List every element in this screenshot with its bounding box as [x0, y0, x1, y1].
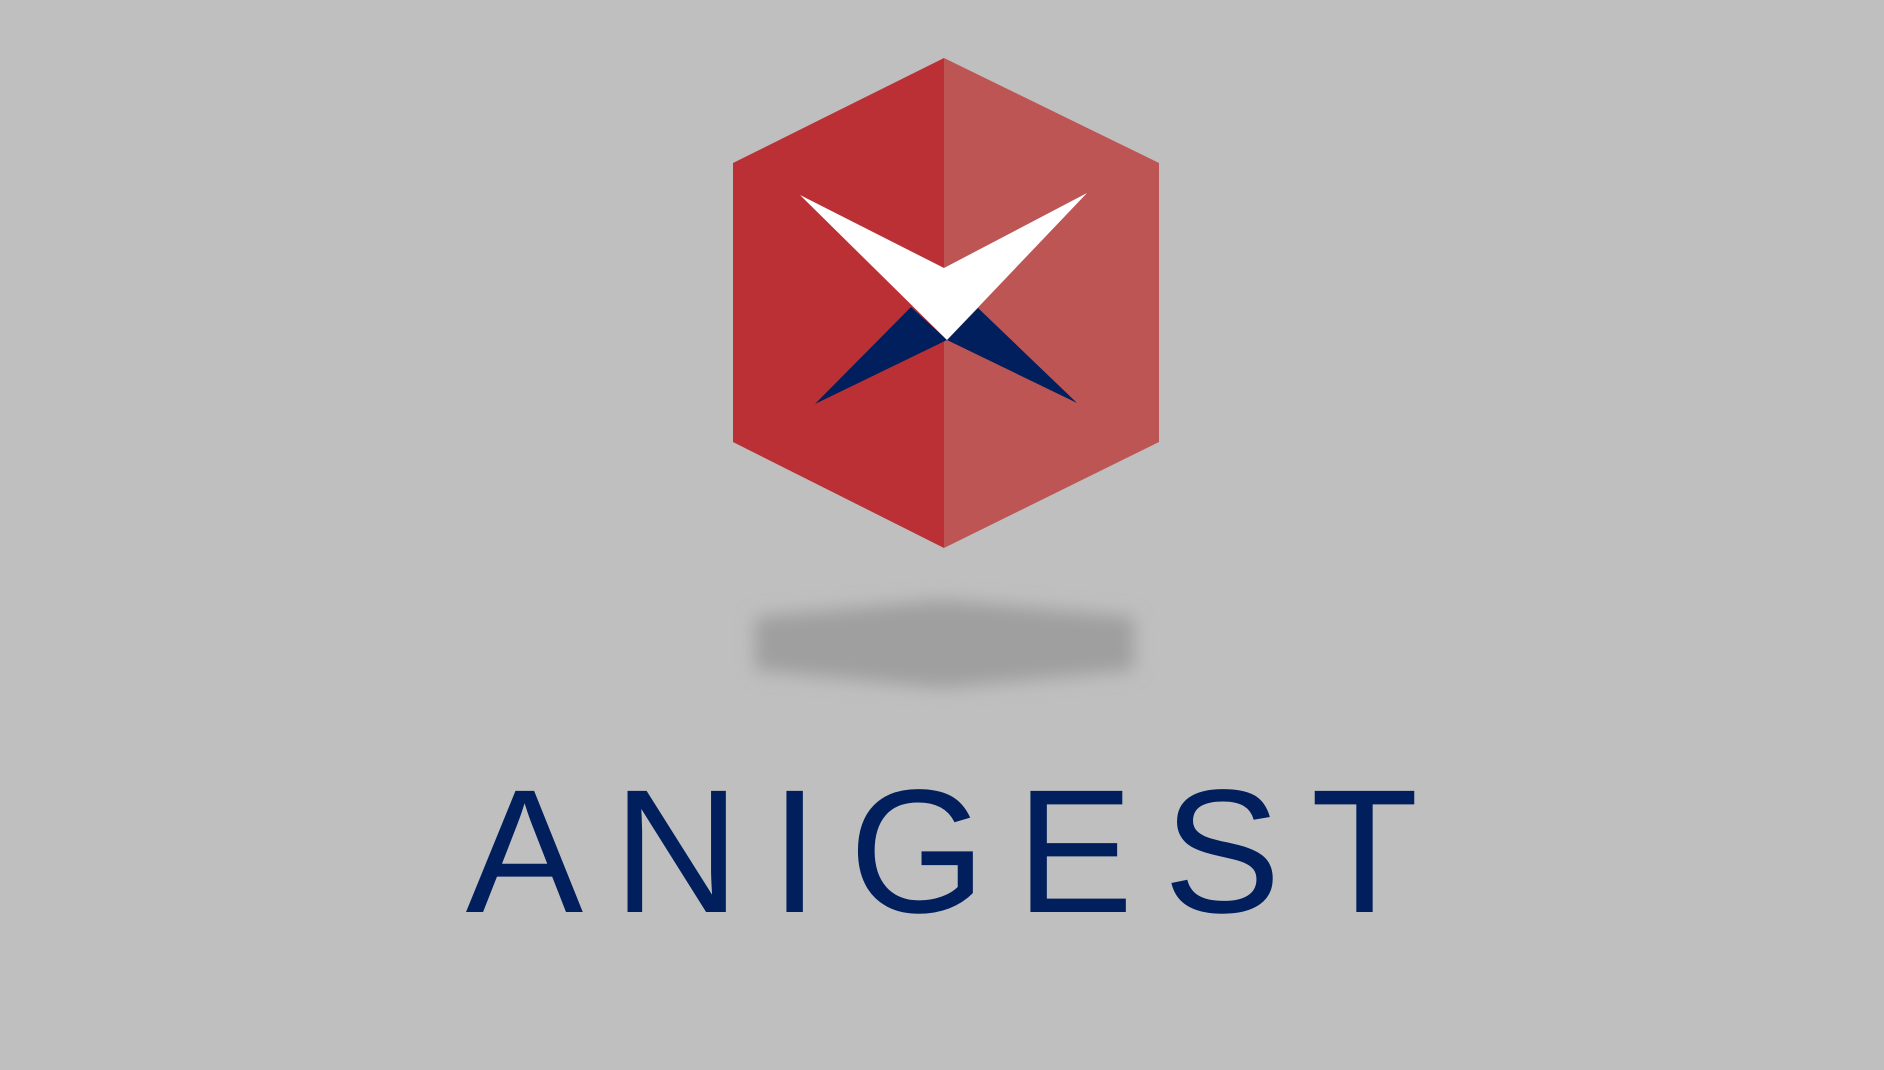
logo-shadow	[755, 600, 1134, 688]
chevron-bottom-left	[815, 307, 947, 404]
chevron-top-white	[800, 193, 1087, 340]
chevron-bottom-right	[947, 308, 1077, 403]
hexagon-right-half	[944, 58, 1159, 548]
hexagon-left-half	[733, 58, 944, 548]
brand-wordmark: ANIGEST	[465, 754, 1449, 950]
